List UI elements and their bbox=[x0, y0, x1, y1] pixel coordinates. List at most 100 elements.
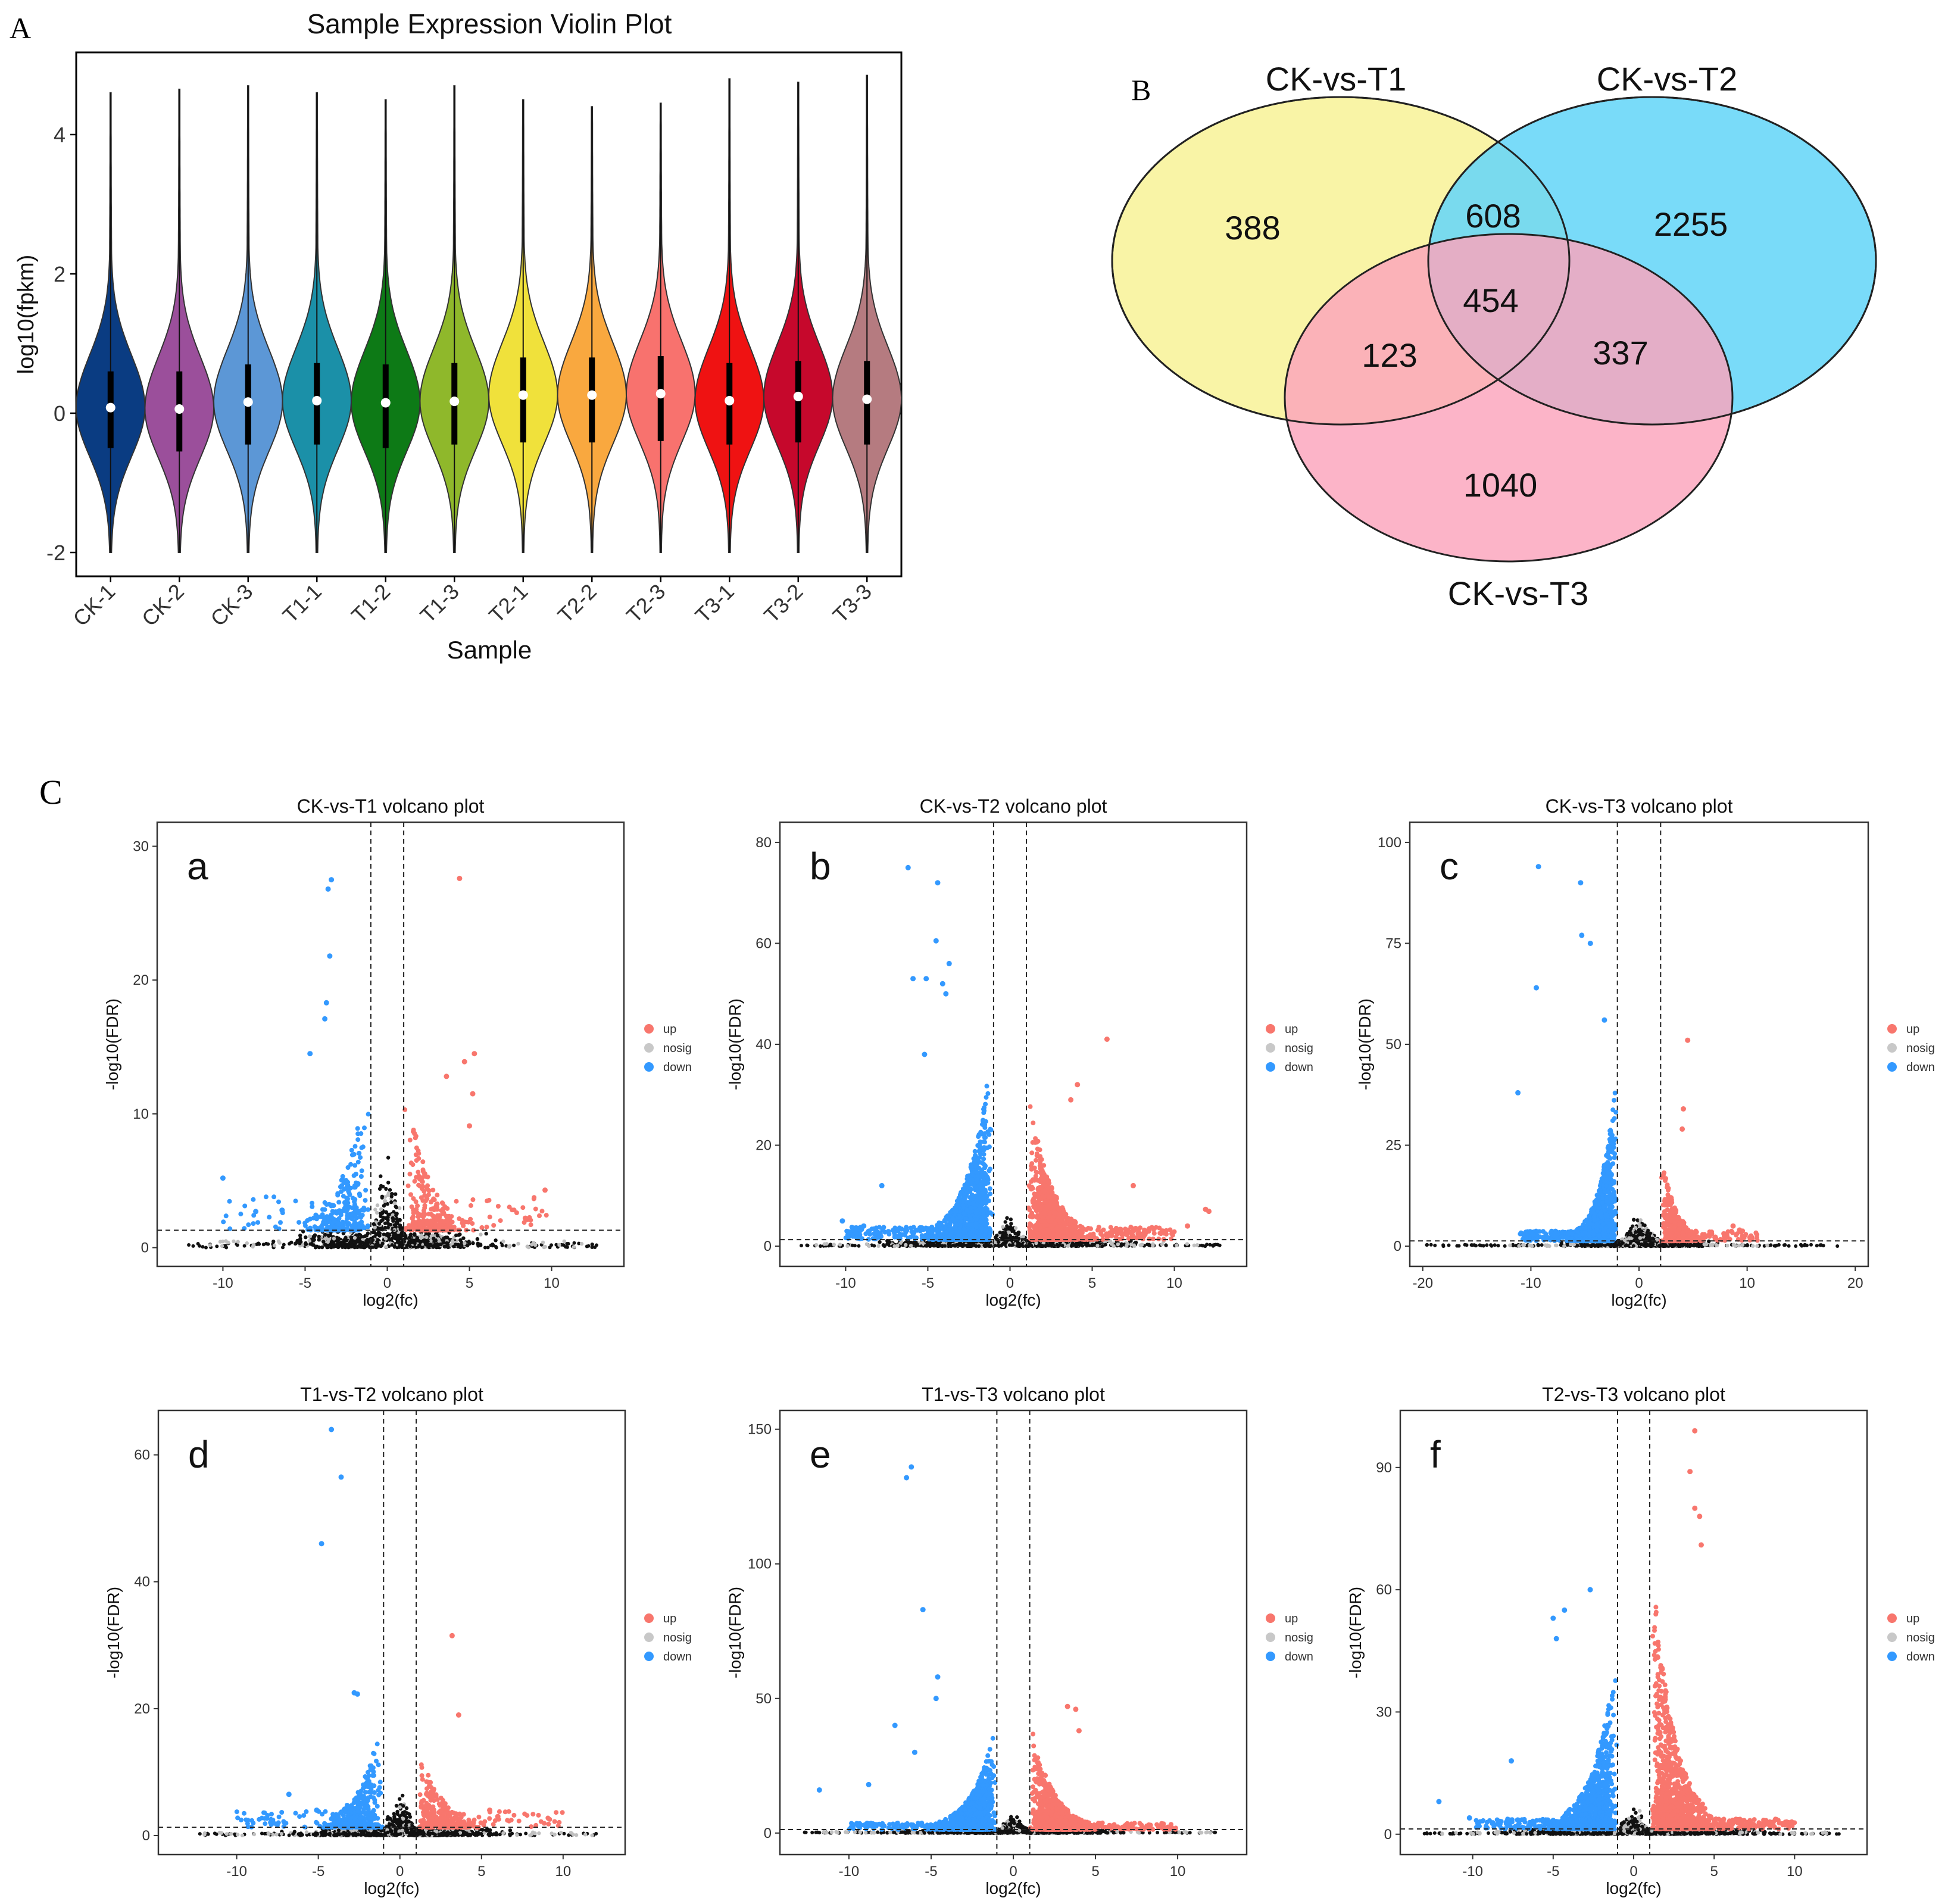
volcano-point-up bbox=[1057, 1224, 1062, 1229]
volcano-point-down bbox=[982, 1105, 987, 1110]
volcano-point-down bbox=[251, 1221, 256, 1226]
volcano-point-nosig bbox=[1140, 1244, 1143, 1247]
volcano-point-up bbox=[1156, 1237, 1161, 1241]
volcano-point-up bbox=[461, 1223, 466, 1228]
volcano-point-down bbox=[342, 1200, 347, 1205]
volcano-point-down bbox=[975, 1177, 979, 1182]
volcano-point-nosig bbox=[204, 1246, 208, 1250]
volcano-point-down bbox=[345, 1216, 350, 1221]
volcano-point-up bbox=[1029, 1223, 1034, 1228]
violin-x-tick-label: T2-1 bbox=[484, 579, 532, 628]
volcano-point-down bbox=[988, 1186, 992, 1191]
violin-x-tick-label: CK-1 bbox=[68, 579, 120, 631]
volcano-point-nosig bbox=[373, 1207, 377, 1211]
volcano-point-down bbox=[973, 1162, 978, 1166]
volcano-point-nosig bbox=[226, 1241, 230, 1244]
volcano-point-nosig bbox=[373, 1226, 377, 1229]
volcano-point-nosig bbox=[1045, 1243, 1049, 1247]
volcano-legend: upnosigdown bbox=[644, 1023, 692, 1074]
volcano-point-up bbox=[1036, 1201, 1041, 1206]
volcano-point-down bbox=[985, 1194, 989, 1198]
volcano-point-nosig bbox=[413, 1233, 416, 1237]
volcano-point-up bbox=[420, 1184, 425, 1189]
volcano-plots: CK-vs-T1 volcano plota-10 -5 0 5 100102030lo… bbox=[103, 795, 1935, 1897]
volcano-point-down bbox=[329, 877, 334, 882]
figure: A B C Sample Expression Violin Plot -2 0… bbox=[0, 0, 1948, 1904]
volcano-point-up bbox=[491, 1223, 496, 1228]
volcano-point-nosig bbox=[364, 1239, 368, 1243]
volcano-point-up bbox=[1109, 1225, 1113, 1230]
volcano-point-up bbox=[1152, 1231, 1157, 1236]
volcano-point-up bbox=[1031, 1166, 1036, 1171]
volcano-point-nosig bbox=[358, 1233, 362, 1237]
volcano-point-down bbox=[957, 1213, 962, 1218]
volcano-point-nosig bbox=[970, 1243, 973, 1247]
volcano-point-nosig bbox=[386, 1156, 390, 1159]
violin-x-tick-label: T1-2 bbox=[346, 579, 395, 628]
violin-x-tick-label: T2-3 bbox=[622, 579, 670, 628]
volcano-point-nosig bbox=[393, 1201, 397, 1205]
volcano-point-nosig bbox=[395, 1221, 398, 1224]
volcano-point-down bbox=[973, 1149, 978, 1154]
volcano-plot-b: CK-vs-T2 volcano plotb-10 -5 0 5 10020406080… bbox=[726, 795, 1313, 1309]
volcano-point-down bbox=[352, 1173, 357, 1178]
volcano-point-up bbox=[404, 1227, 408, 1232]
volcano-point-nosig bbox=[308, 1235, 312, 1238]
volcano-point-up bbox=[1036, 1139, 1041, 1144]
volcano-point-down bbox=[352, 1152, 357, 1157]
volcano-point-up bbox=[1051, 1204, 1056, 1209]
volcano-point-nosig bbox=[308, 1243, 312, 1246]
volcano-point-up bbox=[523, 1216, 528, 1221]
volcano-point-down bbox=[948, 1210, 953, 1215]
volcano-point-nosig bbox=[1160, 1243, 1164, 1246]
volcano-point-down bbox=[324, 1000, 329, 1006]
volcano-point-nosig bbox=[187, 1243, 191, 1247]
volcano-point-up bbox=[1053, 1221, 1057, 1226]
volcano-point-down bbox=[352, 1197, 357, 1202]
volcano-point-down bbox=[332, 1218, 337, 1222]
volcano-point-up bbox=[1106, 1234, 1110, 1239]
volcano-point-down bbox=[320, 1212, 325, 1217]
volcano-point-up bbox=[1036, 1178, 1041, 1183]
volcano-point-nosig bbox=[895, 1244, 899, 1247]
volcano-point-up bbox=[542, 1187, 548, 1193]
volcano-point-up bbox=[1054, 1196, 1059, 1201]
volcano-point-up bbox=[537, 1213, 542, 1218]
violin-y-tick-label: 0 bbox=[54, 401, 65, 426]
volcano-point-down bbox=[359, 1174, 364, 1179]
volcano-point-down bbox=[349, 1148, 354, 1153]
volcano-point-down bbox=[970, 1234, 975, 1238]
volcano-y-tick-label: 0 bbox=[141, 1240, 149, 1256]
volcano-point-down bbox=[356, 1160, 361, 1165]
volcano-point-down bbox=[355, 1137, 360, 1142]
volcano-point-up bbox=[1118, 1226, 1123, 1231]
volcano-point-nosig bbox=[1151, 1244, 1154, 1247]
volcano-point-up bbox=[441, 1206, 445, 1211]
legend-marker-down bbox=[644, 1062, 654, 1072]
volcano-point-down bbox=[985, 1084, 989, 1088]
volcano-plot-a: CK-vs-T1 volcano plota-10 -5 0 5 100102030lo… bbox=[103, 795, 692, 1309]
volcano-point-down bbox=[335, 1193, 340, 1197]
volcano-point-nosig bbox=[349, 1235, 353, 1239]
volcano-point-up bbox=[423, 1203, 427, 1208]
volcano-point-nosig bbox=[232, 1240, 235, 1243]
volcano-point-up bbox=[408, 1138, 413, 1143]
volcano-point-down bbox=[963, 1216, 968, 1221]
legend-marker-up bbox=[644, 1024, 654, 1034]
volcano-point-up bbox=[1032, 1191, 1037, 1196]
volcano-point-nosig bbox=[398, 1223, 402, 1227]
volcano-point-down bbox=[354, 1216, 359, 1221]
volcano-point-nosig bbox=[995, 1234, 998, 1237]
volcano-point-down bbox=[246, 1222, 251, 1227]
volcano-y-tick-label: 10 bbox=[133, 1106, 149, 1122]
volcano-point-nosig bbox=[426, 1232, 430, 1235]
violin-median bbox=[381, 398, 391, 407]
volcano-point-down bbox=[347, 1193, 352, 1197]
volcano-point-up bbox=[468, 1217, 473, 1222]
volcano-point-nosig bbox=[208, 1243, 212, 1247]
volcano-point-nosig bbox=[304, 1235, 307, 1239]
venn-set-label-ck-vs-t3: CK-vs-T3 bbox=[1448, 575, 1588, 612]
volcano-point-nosig bbox=[865, 1243, 869, 1246]
volcano-point-nosig bbox=[381, 1242, 385, 1246]
volcano-point-up bbox=[1045, 1204, 1050, 1209]
